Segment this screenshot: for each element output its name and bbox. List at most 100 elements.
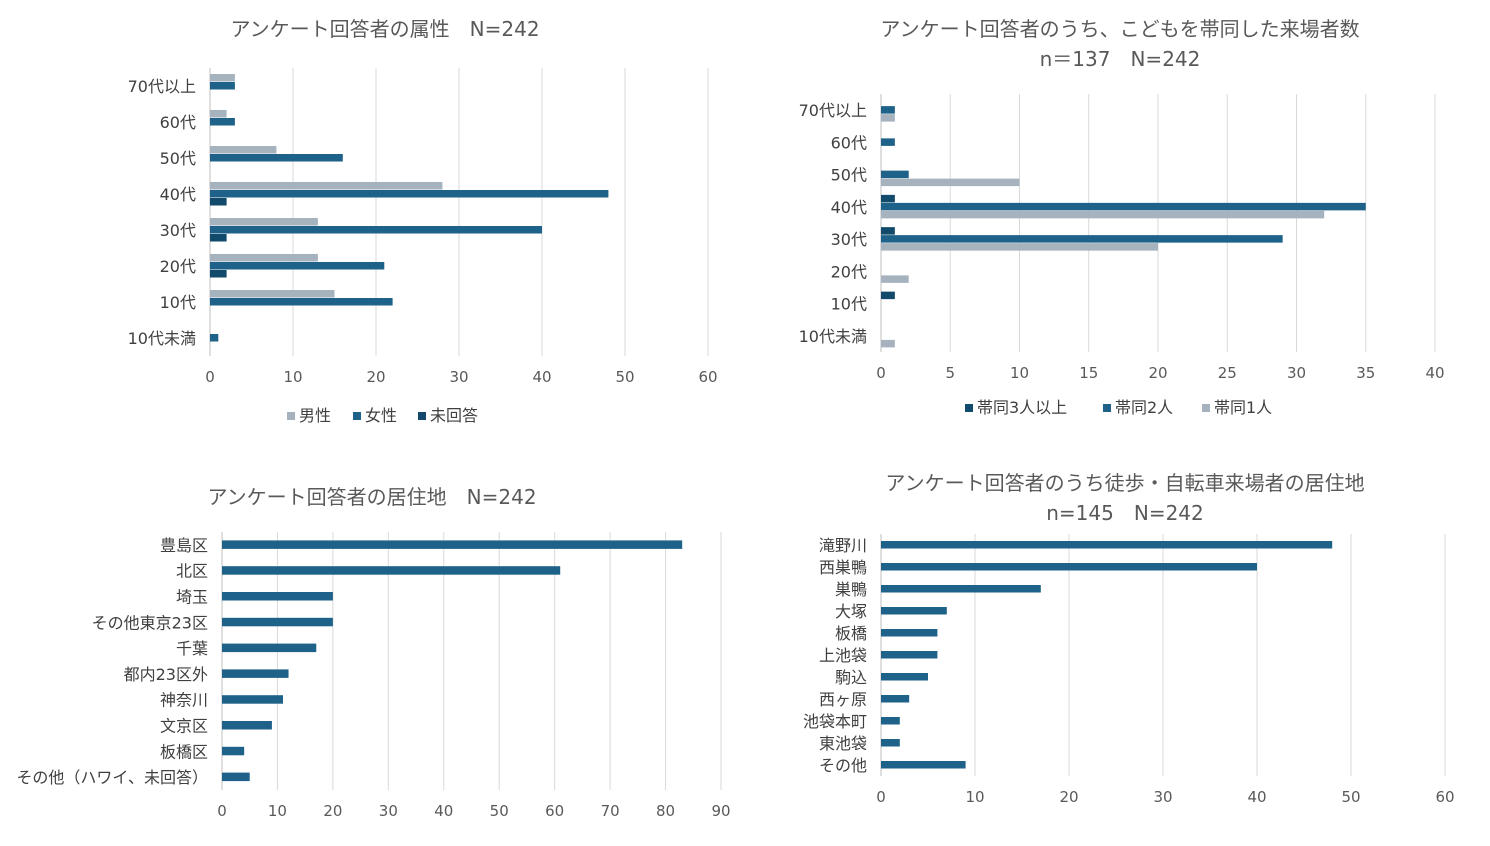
bar: [881, 210, 1325, 219]
x-tick-label: 50: [1341, 788, 1360, 806]
category-label: 板橋区: [160, 742, 208, 761]
bar: [222, 746, 245, 756]
bar: [881, 541, 1333, 549]
bar: [881, 585, 1041, 593]
x-tick-label: 50: [615, 368, 634, 386]
x-tick-label: 30: [449, 368, 468, 386]
category-label: 40代: [160, 185, 196, 204]
bar: [881, 106, 895, 114]
bar: [222, 772, 250, 782]
x-tick-label: 5: [945, 364, 955, 382]
x-tick-label: 10: [1010, 364, 1029, 382]
x-tick-label: 70: [601, 802, 620, 820]
bar: [210, 118, 235, 126]
chart-title: アンケート回答者のうち徒歩・自転車来場者の居住地: [885, 471, 1364, 495]
x-tick-label: 60: [698, 368, 717, 386]
legend-swatch: [418, 412, 426, 420]
category-label: 池袋本町: [803, 712, 867, 731]
bar: [881, 761, 966, 769]
legend-swatch: [287, 412, 295, 420]
category-label: 西巣鴨: [819, 558, 867, 577]
category-label: その他: [819, 756, 867, 775]
category-label: 60代: [831, 133, 867, 152]
chart-subtitle: n=145 N=242: [1046, 501, 1204, 525]
bar: [881, 227, 895, 235]
category-label: 70代以上: [128, 77, 196, 96]
bar: [881, 563, 1257, 571]
bar: [210, 154, 343, 162]
bar: [210, 226, 542, 234]
category-label: 50代: [160, 149, 196, 168]
bar: [881, 243, 1158, 251]
x-tick-label: 15: [1079, 364, 1098, 382]
x-tick-label: 25: [1218, 364, 1237, 382]
legend-swatch: [1103, 404, 1111, 412]
x-tick-label: 50: [490, 802, 509, 820]
bar: [210, 182, 443, 190]
chart-residence: アンケート回答者の居住地 N=242 0 10 20 30 40 50 60 70 80 90 豊島区…: [16, 485, 730, 820]
category-label: 文京区: [160, 717, 208, 736]
bar: [881, 170, 909, 179]
legend-label: 男性: [299, 406, 331, 425]
category-label: 神奈川: [160, 691, 208, 710]
category-label: 埼玉: [176, 588, 208, 607]
bar: [210, 270, 227, 278]
x-tick-label: 0: [876, 364, 886, 382]
bar: [881, 114, 895, 122]
chart-walk-bike-residence: アンケート回答者のうち徒歩・自転車来場者の居住地 n=145 N=242 0 10 20…: [803, 471, 1455, 806]
bar: [881, 339, 895, 348]
bar: [222, 617, 333, 627]
legend-swatch: [1202, 404, 1210, 412]
category-label: その他（ハワイ、未回答）: [16, 768, 208, 787]
x-tick-label: 30: [379, 802, 398, 820]
bar: [881, 178, 1020, 187]
x-tick-label: 0: [217, 802, 227, 820]
x-tick-label: 40: [434, 802, 453, 820]
x-tick-label: 10: [965, 788, 984, 806]
category-label: 50代: [831, 166, 867, 185]
x-tick-label: 30: [1287, 364, 1306, 382]
category-label: 東池袋: [819, 734, 867, 753]
bar: [210, 290, 335, 298]
bar: [881, 673, 928, 681]
bar: [881, 235, 1283, 243]
category-label: 40代: [831, 198, 867, 217]
bar: [210, 82, 235, 90]
x-tick-label: 10: [268, 802, 287, 820]
bar: [222, 643, 317, 653]
legend-swatch: [965, 404, 973, 412]
bar: [210, 74, 235, 82]
chart-title: アンケート回答者のうち、こどもを帯同した来場者数: [880, 17, 1359, 41]
legend-label: 帯同3人以上: [977, 398, 1067, 417]
bar: [210, 218, 318, 226]
bar: [881, 194, 895, 203]
bar: [222, 695, 283, 704]
category-label: 60代: [160, 113, 196, 132]
category-label: 10代未満: [128, 329, 196, 348]
legend-swatch: [353, 412, 361, 420]
x-tick-label: 20: [1148, 364, 1167, 382]
legend-label: 女性: [365, 406, 397, 425]
bar: [222, 592, 333, 601]
category-label: 滝野川: [819, 536, 867, 555]
category-label: 大塚: [835, 602, 867, 621]
bar: [222, 566, 561, 575]
x-tick-label: 35: [1356, 364, 1375, 382]
bar: [210, 234, 227, 242]
bar: [881, 739, 900, 747]
bar: [210, 146, 277, 154]
category-label: 20代: [831, 262, 867, 281]
bar: [881, 651, 938, 659]
x-tick-label: 20: [366, 368, 385, 386]
category-label: 都内23区外: [124, 665, 208, 684]
bar: [222, 669, 289, 678]
x-tick-label: 30: [1153, 788, 1172, 806]
bar: [881, 138, 895, 146]
category-label: 10代未満: [799, 327, 867, 346]
x-tick-label: 80: [656, 802, 675, 820]
bar: [881, 607, 947, 615]
chart-title: アンケート回答者の属性 N=242: [230, 17, 539, 41]
bar: [210, 262, 385, 270]
category-label: 北区: [176, 562, 208, 581]
bar: [210, 190, 609, 198]
